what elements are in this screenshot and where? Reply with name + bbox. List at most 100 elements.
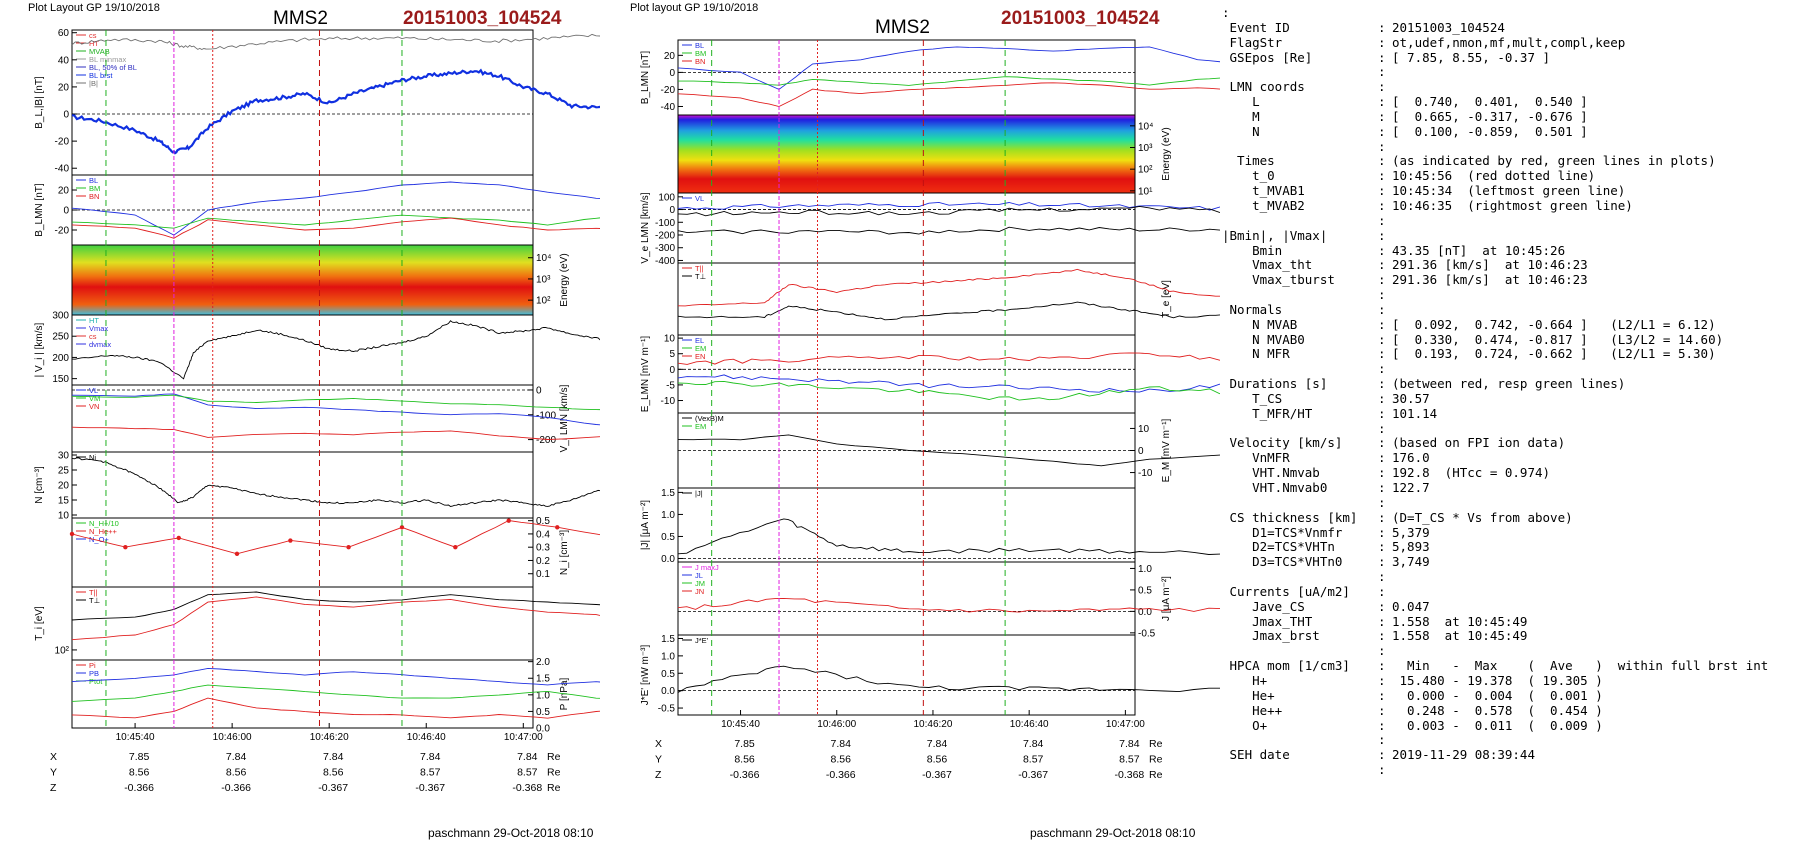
info-colon: : bbox=[1378, 153, 1386, 169]
info-row: N MVAB0: [ 0.330, 0.474, -0.817 ] (L3/L2 … bbox=[1222, 332, 1768, 348]
pos-row-value: 8.56 bbox=[734, 754, 755, 766]
series-line-Vi bbox=[71, 320, 600, 380]
info-row: Jmax_brst:1.558 at 10:45:49 bbox=[1222, 629, 1768, 644]
info-value: (as indicated by red, green lines in plo… bbox=[1392, 153, 1716, 169]
info-label: t_MVAB1 bbox=[1222, 183, 1305, 199]
legend-label: BM bbox=[89, 184, 100, 193]
info-colon: : bbox=[1378, 168, 1386, 184]
info-colon: : bbox=[1378, 242, 1386, 258]
panel-ve: 100 0 -100 -200-300 -400 V_e LMN [km/s] VL bbox=[640, 192, 1220, 267]
legend-label: JM bbox=[695, 579, 705, 588]
middle-header: Plot layout GP 19/10/2018 bbox=[630, 2, 759, 14]
info-label: VHT.Nmvab bbox=[1222, 465, 1320, 481]
legend-label: HT bbox=[89, 316, 99, 325]
info-colon: : bbox=[1378, 702, 1386, 718]
ytick-label: -300 bbox=[655, 243, 675, 254]
info-row: Vmax_tht:291.36 [km/s] at 10:46:23 bbox=[1222, 257, 1768, 273]
ytick-label: 10⁴ bbox=[1138, 121, 1153, 132]
info-row: Durations [s]: (between red, resp green l… bbox=[1222, 376, 1768, 392]
info-row: T_MFR/HT:101.14 bbox=[1222, 406, 1768, 422]
info-value: 30.57 bbox=[1392, 390, 1430, 406]
series-line-J bbox=[677, 518, 1220, 555]
pos-row-value: 8.57 bbox=[1023, 754, 1044, 766]
ytick-label: 0.5 bbox=[1138, 585, 1152, 596]
legend-label: |J| bbox=[695, 489, 703, 498]
info-colon: : bbox=[1378, 212, 1386, 228]
xtick-label: 10:46:20 bbox=[913, 719, 952, 730]
middle-footer: paschmann 29-Oct-2018 08:10 bbox=[1030, 826, 1196, 840]
ytick-label: -5 bbox=[666, 380, 675, 391]
panel-jmag: 1.5 1.0 0.5 0.0 |J| [μA m⁻²] |J| bbox=[640, 487, 1220, 565]
info-row: VHT.Nmvab:192.8 (HTcc = 0.974) bbox=[1222, 465, 1768, 481]
data-point bbox=[555, 525, 560, 530]
pos-row-unit: Re bbox=[1149, 738, 1163, 750]
info-colon: : bbox=[1378, 687, 1386, 703]
left-spacecraft: MMS2 bbox=[273, 8, 328, 29]
series-line-VM bbox=[71, 394, 600, 411]
info-value: (D=T_CS * Vs from above) bbox=[1392, 509, 1573, 525]
legend-label: BL bbox=[89, 176, 98, 185]
legend-label: BN bbox=[89, 192, 99, 201]
info-colon: : bbox=[1378, 108, 1386, 124]
info-label: Currents [uA/m2] bbox=[1222, 583, 1350, 599]
series-line-BM bbox=[71, 214, 600, 229]
info-colon: : bbox=[1378, 762, 1386, 778]
ytick-label: 20 bbox=[58, 481, 70, 492]
ylabel-blmn2: B_LMN [nT] bbox=[640, 51, 651, 105]
info-row: VnMFR:176.0 bbox=[1222, 450, 1768, 466]
info-label: L bbox=[1222, 94, 1260, 110]
info-row: : bbox=[1222, 569, 1768, 585]
ytick-label: 10³ bbox=[536, 274, 551, 285]
info-value: ot,udef,nmon,mf,mult,compl,keep bbox=[1392, 34, 1626, 50]
info-row: : bbox=[1222, 5, 1768, 21]
info-row: LMN coords: bbox=[1222, 79, 1768, 95]
info-row: : bbox=[1222, 732, 1768, 748]
legend-label: cs bbox=[89, 332, 97, 341]
info-row: |Bmin|, |Vmax|: bbox=[1222, 228, 1768, 244]
info-colon: : bbox=[1378, 717, 1386, 733]
info-colon: : bbox=[1378, 480, 1386, 495]
info-value: 0.047 bbox=[1392, 598, 1430, 614]
info-label: : bbox=[1222, 5, 1230, 20]
ytick-label: 0 bbox=[669, 68, 675, 79]
info-colon: : bbox=[1378, 197, 1386, 213]
info-colon: : bbox=[1378, 49, 1386, 65]
panel-ni: 0.5 0.4 0.3 0.2 0.1 N_i [cm⁻³] N_H+/10N_He++N_… bbox=[69, 516, 600, 588]
info-colon: : bbox=[1378, 301, 1386, 317]
info-label: N MFR bbox=[1222, 346, 1290, 362]
legend-label: BM bbox=[695, 49, 706, 58]
panel-frame bbox=[677, 634, 1136, 716]
pos-row-label: Z bbox=[50, 782, 57, 794]
info-colon: : bbox=[1378, 94, 1386, 110]
ytick-label: 0.1 bbox=[536, 569, 550, 580]
info-label: He+ bbox=[1222, 687, 1275, 703]
panel-frame bbox=[677, 561, 1136, 636]
info-row: Normals: bbox=[1222, 301, 1768, 318]
info-row: t_0:10:45:56 (red dotted line) bbox=[1222, 168, 1768, 184]
ytick-label: 30 bbox=[58, 451, 70, 462]
ytick-label: 20 bbox=[664, 51, 676, 62]
info-colon: : bbox=[1378, 643, 1386, 659]
info-row: : bbox=[1222, 212, 1768, 229]
data-point bbox=[176, 535, 181, 541]
ylabel-blmn: B_LMN [nT] bbox=[34, 183, 45, 237]
legend-label: HT bbox=[89, 39, 99, 48]
legend-label: BN bbox=[695, 57, 705, 66]
legend-label: BL minmax bbox=[89, 55, 126, 64]
pos-row-value: 7.84 bbox=[323, 751, 344, 763]
legend-label: VM bbox=[89, 394, 100, 403]
info-value: 176.0 bbox=[1392, 450, 1430, 466]
pos-row-value: 7.84 bbox=[420, 751, 441, 763]
ylabel-bl: B_L,|B| [nT] bbox=[34, 76, 45, 129]
info-value: 10:46:35 (rightmost green line) bbox=[1392, 197, 1633, 213]
series-line-VexBM bbox=[677, 434, 1220, 467]
info-row: N MVAB: [ 0.092, 0.742, -0.664 ] (L2/L1 =… bbox=[1222, 317, 1768, 333]
info-colon: : bbox=[1378, 583, 1386, 599]
info-colon: : bbox=[1378, 79, 1386, 95]
